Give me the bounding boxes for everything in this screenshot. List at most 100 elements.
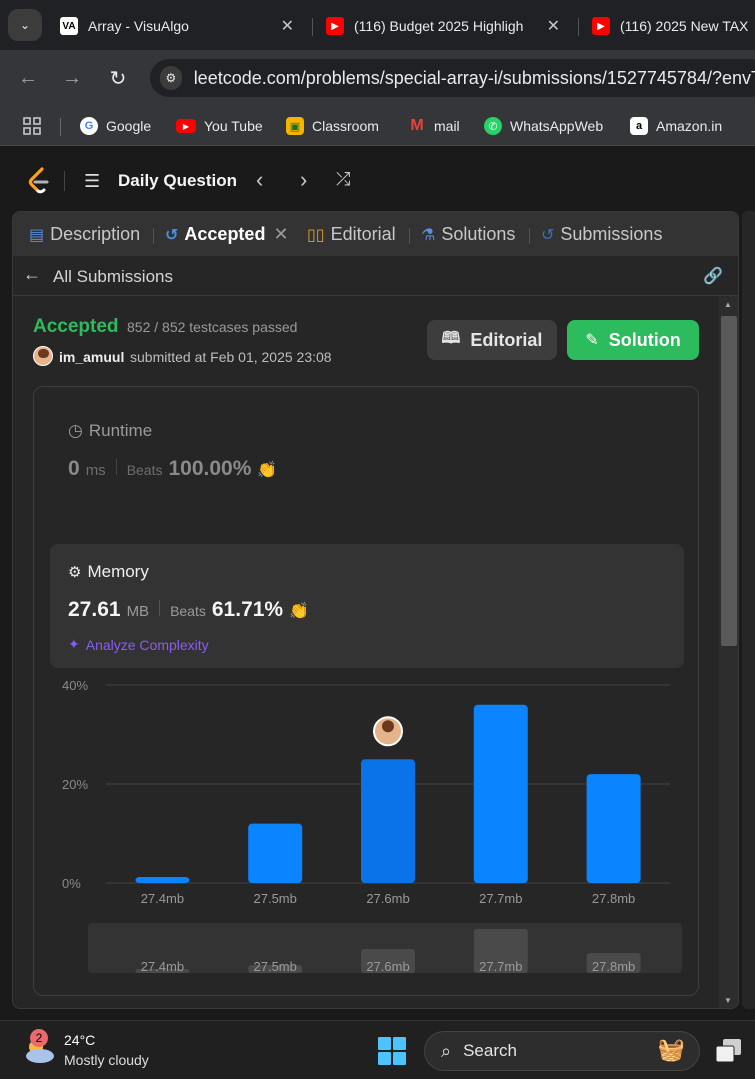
overview-bar: [586, 953, 641, 973]
close-icon[interactable]: ✕: [280, 18, 294, 35]
next-question-chevron-icon[interactable]: ›: [300, 167, 308, 192]
reload-icon[interactable]: ↻: [109, 67, 127, 90]
bookmark-label: mail: [434, 118, 460, 134]
all-submissions-link[interactable]: All Submissions: [53, 267, 173, 286]
memory-beats: 61.71%: [211, 598, 284, 621]
editorial-button[interactable]: 🕮 Editorial: [427, 320, 557, 360]
overview-bar: [473, 929, 528, 973]
scroll-up-icon[interactable]: ▲: [724, 300, 732, 309]
adjacent-panel-edge: [742, 211, 755, 1009]
status-accepted: Accepted: [33, 316, 119, 337]
tab-title: (116) 2025 New TAX: [620, 18, 749, 34]
leetcode-logo-icon[interactable]: [26, 167, 52, 195]
runtime-unit: ms: [85, 462, 106, 479]
back-arrow-icon[interactable]: ←: [23, 264, 41, 284]
tab-label: Editorial: [330, 224, 396, 244]
overview-tick-label: 27.7mb: [479, 959, 522, 974]
runtime-header[interactable]: ◷ Runtime: [68, 421, 152, 441]
list-icon[interactable]: ☰: [84, 171, 101, 191]
bookmark-classroom[interactable]: ▣ Classroom: [286, 115, 379, 137]
tab-label: Submissions: [560, 224, 663, 244]
temperature[interactable]: 24°C: [64, 1032, 96, 1048]
chevron-down-icon: ⌄: [19, 18, 31, 32]
overview-bar: [135, 969, 190, 973]
scroll-down-icon[interactable]: ▼: [724, 996, 732, 1005]
tab-accepted[interactable]: ↺ Accepted ✕: [165, 224, 289, 245]
stat-divider: [115, 459, 117, 475]
book-icon: 🕮: [441, 329, 461, 347]
panel-scrollbar[interactable]: ▲ ▼: [719, 296, 738, 1008]
overview-bar: [248, 965, 303, 973]
link-icon[interactable]: 🔗: [703, 268, 723, 285]
bookmark-whatsapp[interactable]: ✆ WhatsAppWeb: [484, 115, 603, 137]
browser-tab-budget[interactable]: ▶ (116) Budget 2025 Highligh ✕: [326, 8, 566, 44]
bookmark-label: Google: [106, 118, 152, 134]
bookmark-amazon[interactable]: a Amazon.in: [630, 115, 722, 137]
tab-title: (116) Budget 2025 Highligh: [354, 18, 524, 34]
leetcode-header: ☰ Daily Question ‹ › ⤮: [0, 147, 755, 211]
tab-title: Array - VisuAlgo: [88, 18, 189, 34]
shuffle-icon[interactable]: ⤮: [336, 169, 351, 189]
browser-tab-tax[interactable]: ▶ (116) 2025 New TAX: [592, 8, 755, 44]
submission-panel: ▤ Description ↺ Accepted ✕ ▯▯ Editorial …: [12, 211, 739, 1009]
edit-icon: ✎: [585, 332, 599, 349]
analyze-complexity-link[interactable]: ✦ Analyze Complexity: [68, 636, 209, 653]
tab-divider: [578, 18, 579, 36]
beats-label: Beats: [126, 462, 163, 478]
site-settings-icon[interactable]: ⚙: [160, 66, 182, 90]
tab-description[interactable]: ▤ Description: [29, 224, 140, 245]
username[interactable]: im_amuul: [59, 349, 125, 365]
tab-divider: [409, 228, 410, 244]
windows-taskbar: 2 24°C Mostly cloudy ⌕ Search 🧺: [0, 1020, 755, 1079]
browser-tab-visualgo[interactable]: VA Array - VisuAlgo ✕: [60, 8, 300, 44]
tab-search-button[interactable]: ⌄: [8, 9, 42, 41]
y-tick-label: 0%: [62, 876, 81, 891]
runtime-value: 0: [68, 457, 80, 480]
avatar-hair: [382, 720, 394, 733]
memory-unit: MB: [126, 603, 150, 620]
youtube-icon: ▶: [326, 17, 344, 35]
task-view-icon[interactable]: [714, 1037, 744, 1065]
tab-solutions[interactable]: ⚗ Solutions: [421, 224, 515, 245]
prev-question-chevron-icon[interactable]: ‹: [256, 167, 264, 192]
bookmark-youtube[interactable]: ▶ You Tube: [176, 115, 263, 137]
windows-start-icon[interactable]: [377, 1036, 407, 1066]
bookmark-google[interactable]: G Google: [80, 115, 151, 137]
amazon-icon: a: [630, 117, 648, 135]
bookmark-mail[interactable]: M mail: [408, 115, 460, 137]
header-divider: [64, 171, 65, 191]
back-arrow-icon[interactable]: ←: [18, 66, 38, 89]
scrollbar-thumb[interactable]: [721, 316, 737, 646]
weather-description[interactable]: Mostly cloudy: [64, 1052, 149, 1068]
youtube-icon: ▶: [592, 17, 610, 35]
close-icon[interactable]: ✕: [546, 18, 560, 35]
search-icon: ⌕: [441, 1040, 452, 1061]
tab-editorial[interactable]: ▯▯ Editorial: [307, 224, 396, 245]
url-text[interactable]: leetcode.com/problems/special-array-i/su…: [193, 67, 755, 88]
fruit-basket-icon: 🧺: [657, 1037, 685, 1062]
apps-grid-icon[interactable]: [22, 115, 42, 137]
forward-arrow-icon[interactable]: →: [62, 66, 82, 89]
document-icon: ▤: [29, 226, 45, 244]
taskbar-search[interactable]: ⌕ Search 🧺: [424, 1031, 700, 1071]
bar: [361, 759, 415, 883]
avatar[interactable]: [33, 346, 53, 366]
address-bar[interactable]: ⚙ leetcode.com/problems/special-array-i/…: [150, 59, 755, 97]
gmail-icon: M: [410, 117, 424, 134]
memory-card[interactable]: ⚙ Memory 27.61 MB Beats 61.71% 👏 ✦ Analy…: [50, 544, 684, 668]
close-icon[interactable]: ✕: [273, 224, 289, 244]
beats-label: Beats: [170, 603, 206, 619]
x-tick-label: 27.6mb: [366, 891, 409, 906]
y-tick-label: 20%: [62, 777, 88, 792]
bookmarks-bar: G Google ▶ You Tube ▣ Classroom M mail ✆…: [0, 106, 755, 146]
tab-submissions[interactable]: ↺ Submissions: [541, 224, 662, 245]
x-tick-label: 27.5mb: [254, 891, 297, 906]
book-icon: ▯▯: [307, 226, 325, 244]
daily-question-title[interactable]: Daily Question: [118, 171, 238, 190]
bar: [135, 877, 190, 883]
memory-header: ⚙ Memory: [68, 562, 149, 582]
solution-button[interactable]: ✎ Solution: [567, 320, 699, 360]
runtime-stats: 0 ms Beats 100.00% 👏: [68, 457, 277, 481]
history-icon: ↺: [165, 226, 179, 244]
button-label: Solution: [608, 329, 681, 350]
